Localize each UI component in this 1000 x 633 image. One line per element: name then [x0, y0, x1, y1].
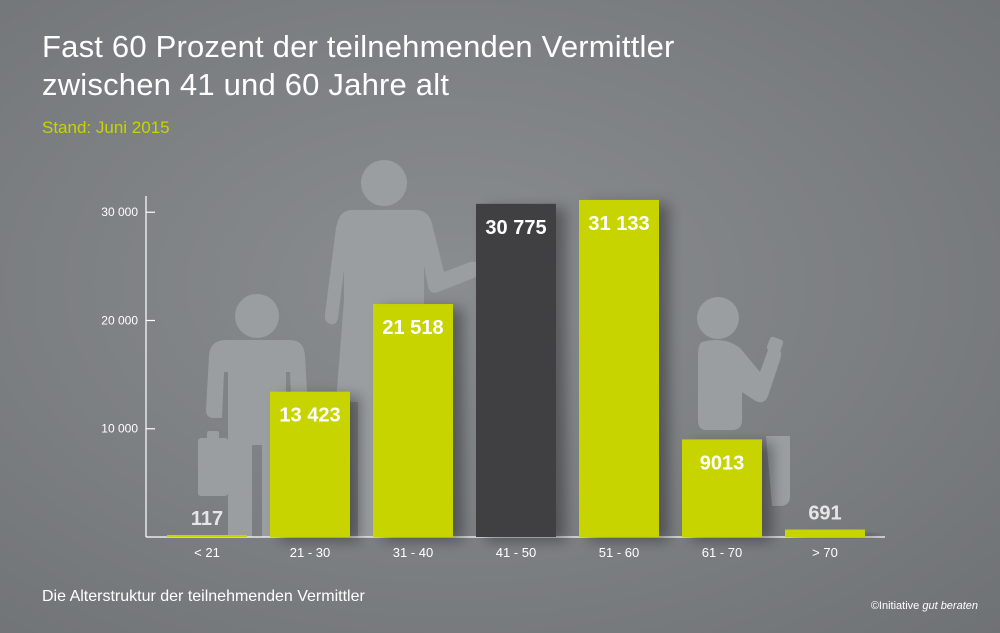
chart-caption: Die Alterstruktur der teilnehmenden Verm…	[42, 588, 365, 605]
value-label: 13 423	[279, 405, 340, 427]
copyright-brand: gut beraten	[922, 600, 978, 612]
value-label: 21 518	[382, 317, 443, 339]
value-label: 691	[808, 503, 841, 525]
chart-title-line-2: zwischen 41 und 60 Jahre alt	[42, 67, 450, 102]
value-label: 9013	[700, 452, 745, 474]
bar	[270, 391, 350, 537]
y-tick-label: 30 000	[101, 205, 138, 219]
category-label: > 70	[812, 545, 838, 560]
value-label: 117	[191, 508, 223, 530]
category-label: 51 - 60	[599, 545, 639, 560]
y-tick-label: 10 000	[101, 422, 138, 436]
y-tick-label: 20 000	[101, 313, 138, 327]
bar	[785, 529, 865, 537]
category-label: < 21	[194, 545, 220, 560]
copyright-notice: ©Initiative gut beraten	[871, 600, 978, 612]
category-label: 61 - 70	[702, 545, 742, 560]
value-label: 31 133	[588, 213, 649, 235]
chart-title-line-1: Fast 60 Prozent der teilnehmenden Vermit…	[42, 29, 675, 64]
bar	[167, 535, 247, 537]
bar	[476, 203, 556, 537]
chart-title: Fast 60 Prozent der teilnehmenden Vermit…	[42, 28, 942, 104]
chart-subtitle: Stand: Juni 2015	[42, 118, 170, 137]
category-label: 41 - 50	[496, 545, 536, 560]
category-label: 31 - 40	[393, 545, 433, 560]
value-label: 30 775	[485, 217, 546, 239]
copyright-prefix: ©Initiative	[870, 600, 923, 612]
bar	[682, 439, 762, 537]
bar	[579, 199, 659, 538]
bar	[373, 304, 453, 537]
category-label: 21 - 30	[290, 545, 330, 560]
seated-elderly-silhouette-icon	[697, 297, 790, 506]
